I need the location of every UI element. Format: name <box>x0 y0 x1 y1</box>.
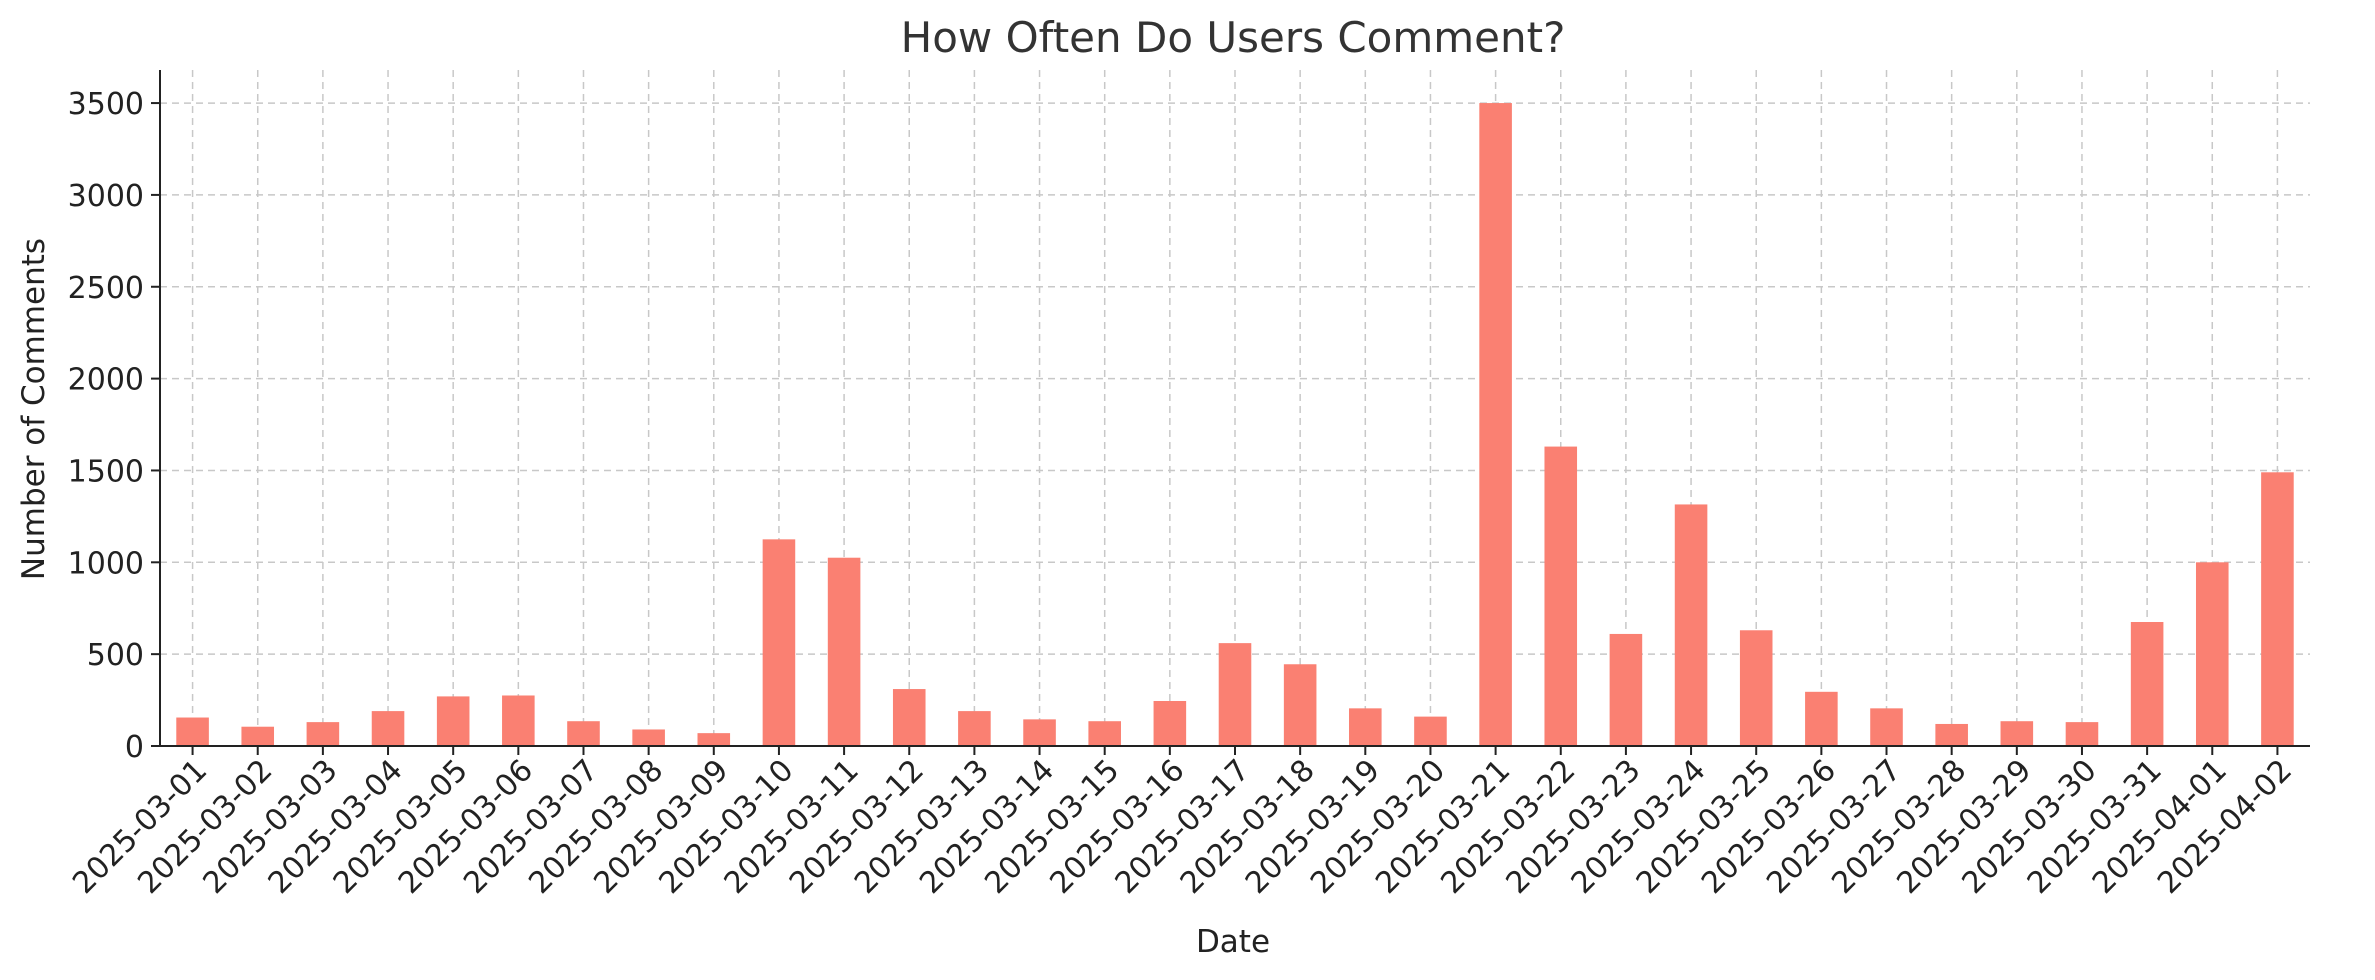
bars <box>176 103 2294 747</box>
axes <box>151 70 2310 755</box>
bar-2025-03-13 <box>958 711 991 746</box>
y-tick-label: 500 <box>87 638 144 673</box>
bar-2025-03-23 <box>1609 633 1643 746</box>
y-tick-label: 1000 <box>68 546 144 581</box>
bar-2025-03-25 <box>1739 630 1773 746</box>
bar-2025-03-22 <box>1544 446 1578 746</box>
bar-2025-03-20 <box>1414 716 1447 746</box>
bar-2025-03-29 <box>2000 721 2034 746</box>
x-axis-title: Date <box>1196 924 1270 960</box>
bar-2025-03-30 <box>2065 722 2099 746</box>
grid-lines <box>160 70 2310 747</box>
y-tick-label: 2000 <box>68 363 144 398</box>
bar-2025-04-01 <box>2195 562 2229 746</box>
bar-2025-03-19 <box>1349 708 1382 746</box>
bar-2025-03-16 <box>1153 700 1187 746</box>
bar-2025-03-08 <box>632 729 665 746</box>
bar-2025-03-21 <box>1479 103 1512 747</box>
y-tick-label: 2500 <box>68 271 144 306</box>
y-tick-label: 1500 <box>68 454 144 489</box>
x-tick-labels: 2025-03-012025-03-022025-03-032025-03-04… <box>66 753 2299 901</box>
bar-2025-03-14 <box>1023 719 1056 746</box>
y-axis-title: Number of Comments <box>16 238 52 580</box>
bar-2025-03-27 <box>1870 708 1903 746</box>
bar-2025-03-09 <box>697 733 731 746</box>
bar-2025-03-03 <box>306 722 340 746</box>
bar-2025-03-06 <box>502 695 535 746</box>
bar-2025-03-12 <box>892 689 926 746</box>
y-tick-label: 3500 <box>68 87 144 122</box>
bar-2025-03-28 <box>1935 723 1968 746</box>
bar-2025-03-26 <box>1805 691 1838 746</box>
bar-2025-04-02 <box>2261 472 2294 746</box>
chart-title: How Often Do Users Comment? <box>901 13 1566 62</box>
bar-2025-03-10 <box>762 539 796 746</box>
y-tick-label: 0 <box>125 730 144 765</box>
bar-2025-03-07 <box>567 721 600 746</box>
bar-2025-03-02 <box>241 726 275 746</box>
y-tick-labels: 0 500 1000 1500 2000 2500 3000 3500 <box>68 87 144 765</box>
bar-2025-03-17 <box>1218 643 1252 746</box>
bar-2025-03-15 <box>1088 721 1121 746</box>
bar-2025-03-04 <box>371 711 405 746</box>
bar-2025-03-18 <box>1283 664 1317 746</box>
bar-2025-03-24 <box>1674 504 1708 746</box>
y-tick-label: 3000 <box>68 179 144 214</box>
bar-2025-03-11 <box>827 557 861 746</box>
bar-2025-03-31 <box>2130 622 2164 746</box>
bar-2025-03-01 <box>176 717 209 746</box>
bar-2025-03-05 <box>436 696 470 746</box>
